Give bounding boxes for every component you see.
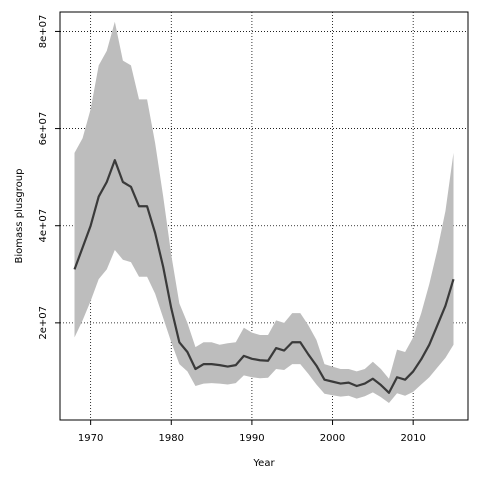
data-point [428, 344, 430, 346]
data-point [323, 379, 325, 381]
data-point [388, 392, 390, 394]
data-point [98, 196, 100, 198]
y-tick-label: 4e+07 [38, 209, 49, 243]
x-axis: 1970 1980 1990 2000 2010 [78, 420, 426, 444]
x-tick-label: 1970 [78, 433, 103, 444]
data-point [235, 364, 237, 366]
data-point [444, 305, 446, 307]
data-point [251, 358, 253, 360]
data-point [162, 266, 164, 268]
data-point [154, 232, 156, 234]
data-point [315, 365, 317, 367]
data-point [203, 363, 205, 365]
y-axis: 2e+07 4e+07 6e+07 8e+07 [38, 15, 60, 340]
data-point [122, 181, 124, 183]
data-point [130, 186, 132, 188]
x-tick-label: 2000 [320, 433, 345, 444]
x-tick-label: 1990 [239, 433, 264, 444]
x-tick-label: 2010 [400, 433, 425, 444]
data-point [396, 376, 398, 378]
series-line [73, 159, 455, 394]
data-point [420, 358, 422, 360]
y-tick-label: 8e+07 [38, 15, 49, 49]
y-axis-title: Biomass plusgroup [14, 169, 25, 264]
data-point [364, 383, 366, 385]
x-axis-title: Year [252, 458, 275, 469]
data-point [138, 205, 140, 207]
data-point [219, 364, 221, 366]
data-point [146, 205, 148, 207]
data-point [452, 278, 454, 280]
data-point [275, 347, 277, 349]
data-point [259, 359, 261, 361]
data-point [243, 355, 245, 357]
data-point [106, 181, 108, 183]
data-point [404, 379, 406, 381]
data-point [348, 382, 350, 384]
data-point [380, 384, 382, 386]
y-tick-label: 6e+07 [38, 112, 49, 146]
data-point [307, 353, 309, 355]
y-tick-label: 2e+07 [38, 306, 49, 340]
data-point [194, 368, 196, 370]
data-point [332, 381, 334, 383]
data-point [340, 383, 342, 385]
data-point [291, 341, 293, 343]
confidence-band [74, 21, 454, 403]
data-point [412, 370, 414, 372]
data-point [299, 341, 301, 343]
data-point [114, 159, 116, 161]
data-point [74, 268, 76, 270]
data-point [356, 385, 358, 387]
x-tick-label: 1980 [159, 433, 184, 444]
data-point [186, 351, 188, 353]
data-point [82, 247, 84, 249]
plot-frame [59, 11, 469, 421]
data-point [372, 378, 374, 380]
series-line-layer [73, 159, 455, 394]
data-point [178, 341, 180, 343]
data-point [436, 324, 438, 326]
confidence-band-layer [74, 21, 454, 403]
data-point [211, 363, 213, 365]
data-point [170, 307, 172, 309]
data-point [267, 360, 269, 362]
data-point [227, 366, 229, 368]
data-point [283, 350, 285, 352]
data-point [90, 225, 92, 227]
